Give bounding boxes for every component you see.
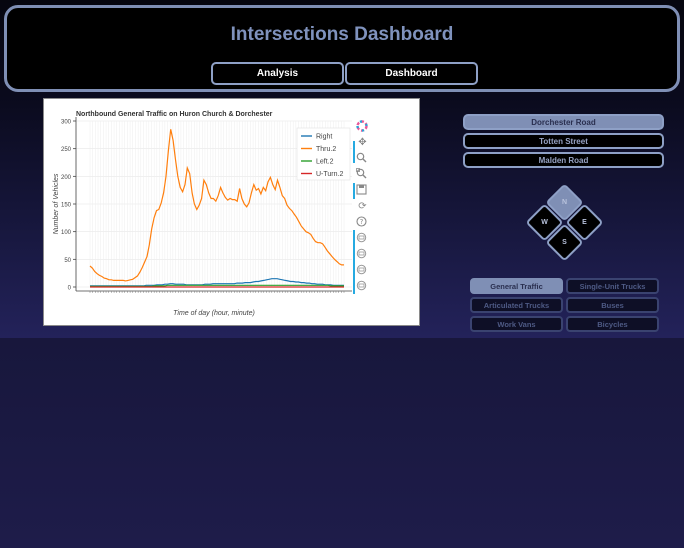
vehicle-single-unit-trucks-button[interactable]: Single-Unit Trucks <box>566 278 659 294</box>
y-axis-label: Number of Vehicles <box>53 173 60 234</box>
chart-title: Northbound General Traffic on Huron Chur… <box>76 111 273 118</box>
direction-east-label: E <box>582 219 587 226</box>
x-axis-label: Time of day (hour, minute) <box>173 310 255 317</box>
active-tool-indicator <box>353 230 355 294</box>
vehicle-articulated-trucks-button[interactable]: Articulated Trucks <box>470 297 563 313</box>
legend-label: Thru.2 <box>316 146 336 153</box>
header-panel: Intersections Dashboard Analysis Dashboa… <box>4 5 680 92</box>
chart-toolbar: ✥ ⟳ ? <box>353 119 373 294</box>
vehicle-work-vans-button[interactable]: Work Vans <box>470 316 563 332</box>
y-tick-label: 100 <box>61 230 72 236</box>
hover-icon[interactable] <box>356 264 369 277</box>
direction-south-label: S <box>562 239 567 246</box>
traffic-line-chart[interactable]: 0 50 100 150 200 250 300 Northbound General Tra… <box>44 99 421 327</box>
hover-icon[interactable] <box>356 280 369 293</box>
vehicle-bicycles-button[interactable]: Bicycles <box>566 316 659 332</box>
y-tick-label: 300 <box>61 120 72 126</box>
y-tick-label: 0 <box>68 286 72 292</box>
road-button-totten[interactable]: Totten Street <box>463 133 664 149</box>
help-icon[interactable]: ? <box>356 216 369 229</box>
hover-icon[interactable] <box>356 232 369 245</box>
dashboard-button[interactable]: Dashboard <box>345 62 478 85</box>
y-tick-label: 50 <box>64 258 71 264</box>
bokeh-logo-icon[interactable] <box>356 120 369 133</box>
reset-icon[interactable]: ⟳ <box>358 201 367 212</box>
road-button-malden[interactable]: Malden Road <box>463 152 664 168</box>
road-button-dorchester[interactable]: Dorchester Road <box>463 114 664 130</box>
y-tick-label: 250 <box>61 147 72 153</box>
box-zoom-icon[interactable] <box>356 152 369 165</box>
pan-icon[interactable]: ✥ <box>358 137 367 148</box>
hover-icon[interactable] <box>356 248 369 261</box>
active-tool-indicator <box>353 141 355 163</box>
y-tick-label: 200 <box>61 175 72 181</box>
analysis-button[interactable]: Analysis <box>211 62 344 85</box>
active-tool-indicator <box>353 183 355 199</box>
page-title: Intersections Dashboard <box>230 24 454 45</box>
save-icon[interactable] <box>356 184 369 197</box>
vehicle-general-traffic-button[interactable]: General Traffic <box>470 278 563 294</box>
series-line-thru-2 <box>89 129 344 282</box>
y-tick-label: 150 <box>61 203 72 209</box>
legend-label: Left.2 <box>316 159 334 166</box>
wheel-zoom-icon[interactable] <box>356 168 369 181</box>
traffic-chart-panel: 0 50 100 150 200 250 300 Northbound General Tra… <box>43 98 420 326</box>
legend-label: U-Turn.2 <box>316 171 343 178</box>
vehicle-buses-button[interactable]: Buses <box>566 297 659 313</box>
svg-text:?: ? <box>360 218 364 226</box>
legend-label: Right <box>316 134 332 141</box>
